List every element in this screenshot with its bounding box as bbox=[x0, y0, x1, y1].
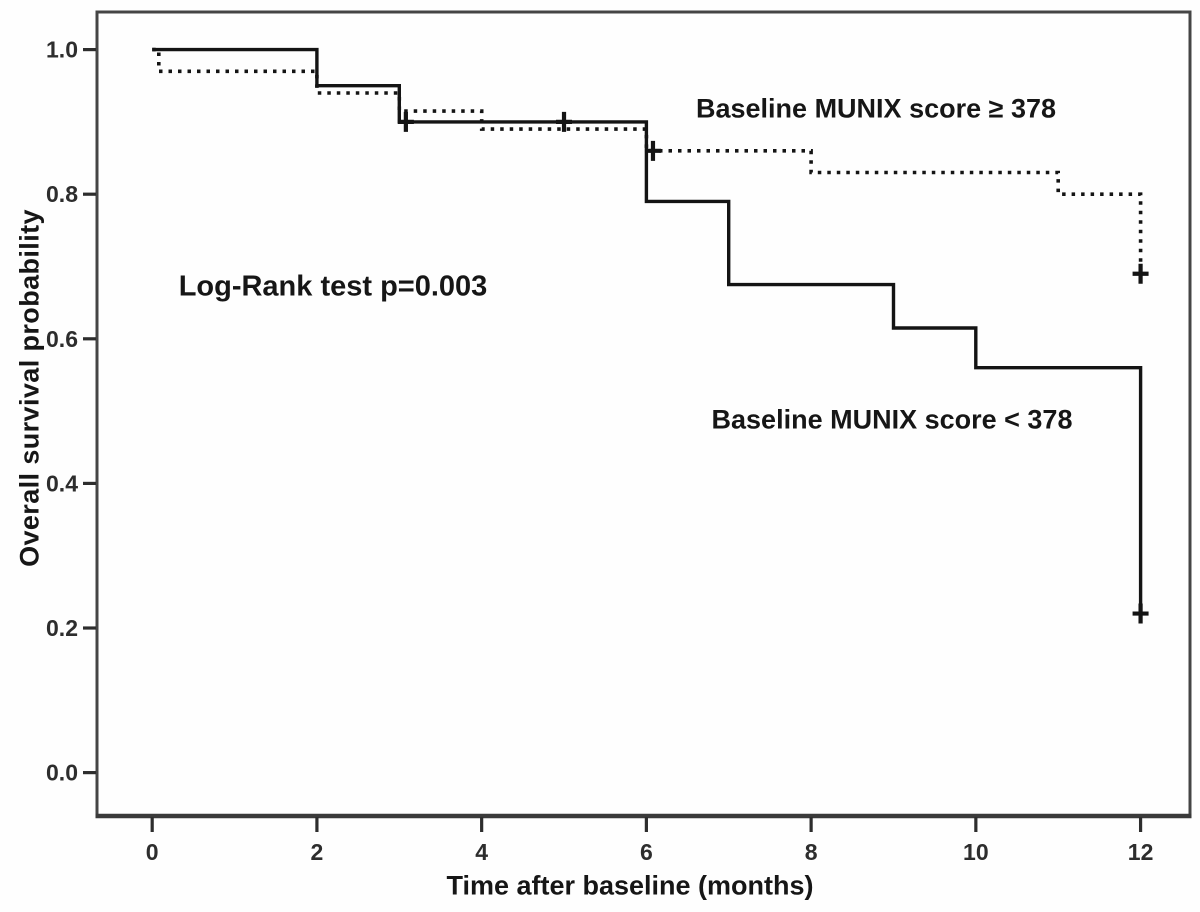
y-tick-label: 1.0 bbox=[46, 37, 78, 63]
censor-mark bbox=[1132, 603, 1149, 624]
x-tick-label: 4 bbox=[475, 839, 488, 865]
x-tick-label: 8 bbox=[805, 839, 818, 865]
y-tick-label: 0.2 bbox=[46, 615, 78, 641]
y-tick-label: 0.6 bbox=[46, 326, 78, 352]
x-axis-title: Time after baseline (months) bbox=[446, 870, 814, 901]
x-tick-label: 12 bbox=[1128, 839, 1154, 865]
x-tick-label: 0 bbox=[146, 839, 159, 865]
survival-curve-high-group bbox=[152, 47, 1143, 274]
y-tick-label: 0.4 bbox=[46, 470, 78, 496]
x-tick-label: 6 bbox=[640, 839, 653, 865]
x-tick-label: 10 bbox=[963, 839, 989, 865]
annotation-group-low-label: Baseline MUNIX score < 378 bbox=[711, 404, 1073, 435]
survival-curve-low-group bbox=[152, 47, 1143, 614]
annotation-group-high-label: Baseline MUNIX score ≥ 378 bbox=[696, 93, 1056, 124]
y-tick-label: 0.0 bbox=[46, 760, 78, 786]
annotation-logrank-pvalue: Log-Rank test p=0.003 bbox=[178, 270, 488, 303]
censor-mark bbox=[1132, 263, 1149, 284]
y-axis-title: Overall survival probability bbox=[14, 209, 45, 567]
censor-mark bbox=[556, 111, 573, 132]
y-tick-label: 0.8 bbox=[46, 181, 78, 207]
x-tick-label: 2 bbox=[311, 839, 324, 865]
censor-mark bbox=[397, 111, 414, 132]
